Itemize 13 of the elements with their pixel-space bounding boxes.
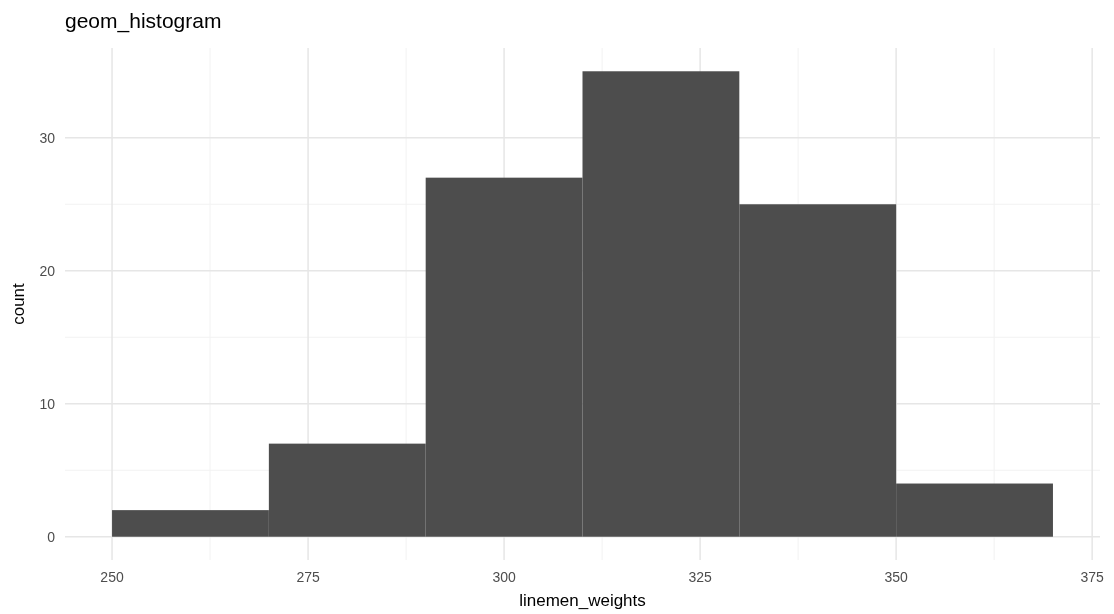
x-tick-label: 275 — [296, 569, 320, 585]
y-axis-title: count — [9, 282, 28, 325]
x-tick-label: 375 — [1080, 569, 1105, 585]
y-tick-label: 30 — [39, 129, 56, 146]
x-axis-title: linemen_weights — [519, 591, 646, 610]
chart-title: geom_histogram — [65, 9, 222, 33]
x-tick-label: 250 — [100, 569, 124, 585]
x-tick-label: 350 — [884, 569, 909, 585]
x-tick-label: 325 — [688, 569, 713, 585]
y-tick-label: 20 — [39, 262, 56, 279]
x-tick-label: 300 — [492, 569, 516, 585]
y-tick-label: 10 — [39, 395, 56, 412]
y-tick-label: 0 — [47, 528, 56, 545]
